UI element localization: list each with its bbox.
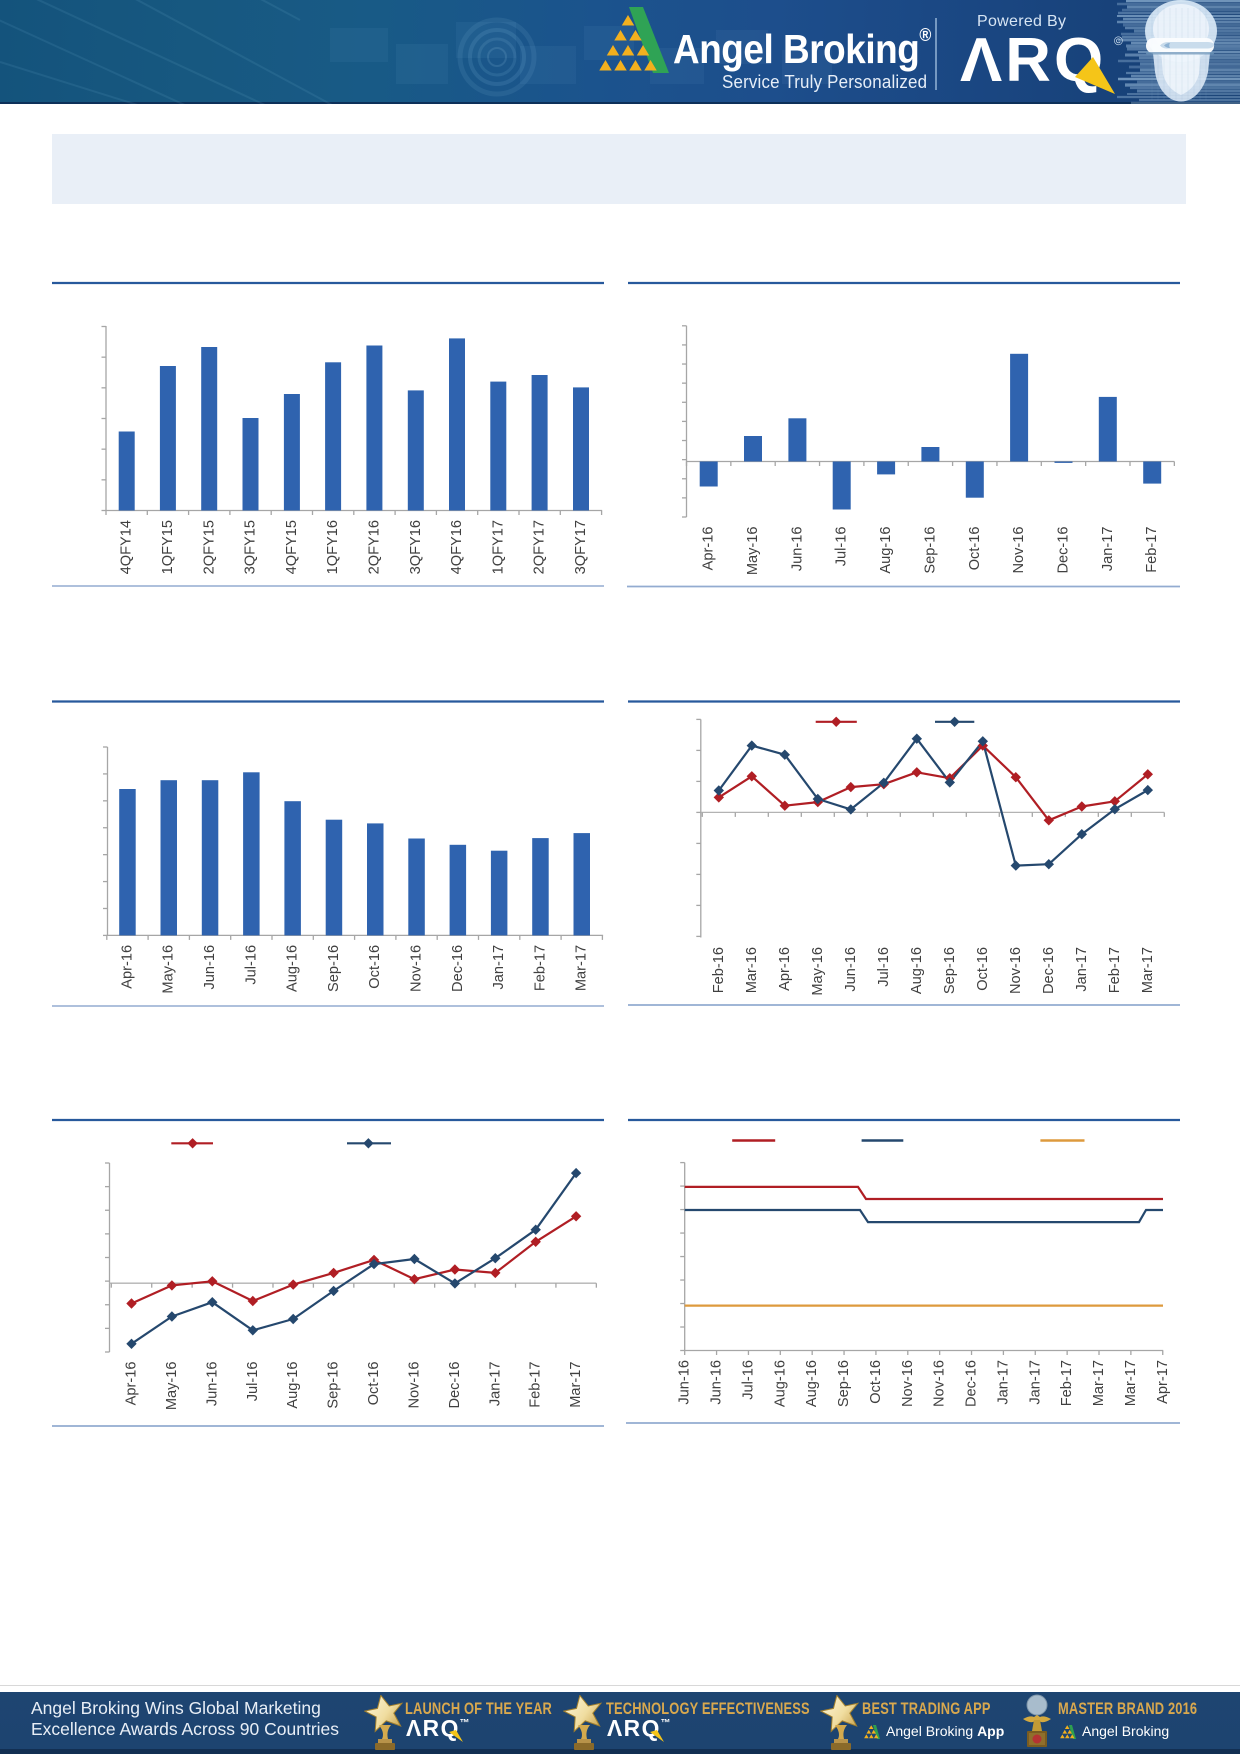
svg-text:Jul-16: Jul-16 bbox=[876, 947, 892, 987]
svg-text:Sep-16: Sep-16 bbox=[942, 947, 958, 994]
svg-text:Dec-16: Dec-16 bbox=[447, 1362, 463, 1409]
svg-text:Apr-16: Apr-16 bbox=[124, 1362, 140, 1406]
svg-text:Mar-17: Mar-17 bbox=[574, 945, 590, 991]
svg-text:Dec-16: Dec-16 bbox=[1041, 947, 1057, 994]
svg-text:Jul-16: Jul-16 bbox=[245, 1362, 261, 1402]
svg-text:Oct-16: Oct-16 bbox=[868, 1360, 884, 1404]
svg-text:Sep-16: Sep-16 bbox=[326, 945, 342, 992]
svg-text:Dec-16: Dec-16 bbox=[450, 945, 466, 992]
svg-text:Nov-16: Nov-16 bbox=[932, 1360, 948, 1407]
svg-text:Jun-16: Jun-16 bbox=[202, 945, 218, 990]
svg-text:May-16: May-16 bbox=[161, 945, 177, 994]
svg-text:Mar-16: Mar-16 bbox=[744, 947, 760, 993]
svg-text:Jul-16: Jul-16 bbox=[740, 1360, 756, 1400]
svg-text:1QFY16: 1QFY16 bbox=[325, 520, 341, 574]
svg-text:Aug-16: Aug-16 bbox=[804, 1360, 820, 1407]
svg-text:Oct-16: Oct-16 bbox=[967, 527, 983, 571]
svg-text:Jun-16: Jun-16 bbox=[789, 527, 805, 572]
svg-text:Jan-17: Jan-17 bbox=[1027, 1360, 1043, 1405]
svg-text:Jan-17: Jan-17 bbox=[995, 1360, 1011, 1405]
svg-text:Sep-16: Sep-16 bbox=[922, 527, 938, 574]
svg-text:Dec-16: Dec-16 bbox=[964, 1360, 980, 1407]
svg-text:Mar-17: Mar-17 bbox=[568, 1362, 584, 1408]
svg-text:2QFY15: 2QFY15 bbox=[201, 520, 217, 574]
svg-text:Mar-17: Mar-17 bbox=[1123, 1360, 1139, 1406]
svg-text:2QFY17: 2QFY17 bbox=[532, 520, 548, 574]
svg-text:Apr-17: Apr-17 bbox=[1155, 1360, 1171, 1404]
svg-text:Jun-16: Jun-16 bbox=[709, 1360, 725, 1405]
svg-text:Nov-16: Nov-16 bbox=[406, 1362, 422, 1409]
svg-text:Oct-16: Oct-16 bbox=[366, 1362, 382, 1406]
svg-text:3QFY16: 3QFY16 bbox=[408, 520, 424, 574]
svg-text:Oct-16: Oct-16 bbox=[975, 947, 991, 991]
svg-text:Feb-17: Feb-17 bbox=[528, 1362, 544, 1408]
svg-text:Nov-16: Nov-16 bbox=[900, 1360, 916, 1407]
svg-text:Aug-16: Aug-16 bbox=[909, 947, 925, 994]
svg-text:1QFY15: 1QFY15 bbox=[160, 520, 176, 574]
svg-text:May-16: May-16 bbox=[745, 527, 761, 576]
svg-text:4QFY14: 4QFY14 bbox=[119, 520, 135, 574]
svg-text:3QFY15: 3QFY15 bbox=[243, 520, 259, 574]
svg-text:Nov-16: Nov-16 bbox=[409, 945, 425, 992]
svg-text:Aug-16: Aug-16 bbox=[285, 1362, 301, 1409]
svg-text:Mar-17: Mar-17 bbox=[1140, 947, 1156, 993]
svg-text:Mar-17: Mar-17 bbox=[1091, 1360, 1107, 1406]
svg-text:Apr-16: Apr-16 bbox=[777, 947, 793, 991]
svg-text:Jun-16: Jun-16 bbox=[204, 1362, 220, 1407]
svg-text:4QFY16: 4QFY16 bbox=[449, 520, 465, 574]
svg-text:Jan-17: Jan-17 bbox=[487, 1362, 503, 1407]
svg-text:Feb-17: Feb-17 bbox=[1107, 947, 1123, 993]
svg-text:Sep-16: Sep-16 bbox=[326, 1362, 342, 1409]
svg-text:Feb-16: Feb-16 bbox=[711, 947, 727, 993]
svg-text:Jul-16: Jul-16 bbox=[243, 945, 259, 985]
svg-text:Jul-16: Jul-16 bbox=[834, 527, 850, 567]
svg-text:May-16: May-16 bbox=[164, 1362, 180, 1411]
svg-text:May-16: May-16 bbox=[810, 947, 826, 996]
svg-text:3QFY17: 3QFY17 bbox=[573, 520, 589, 574]
svg-text:Nov-16: Nov-16 bbox=[1008, 947, 1024, 994]
svg-text:Nov-16: Nov-16 bbox=[1011, 527, 1027, 574]
svg-text:2QFY16: 2QFY16 bbox=[366, 520, 382, 574]
svg-text:Feb-17: Feb-17 bbox=[532, 945, 548, 991]
svg-text:Aug-16: Aug-16 bbox=[285, 945, 301, 992]
svg-text:4QFY15: 4QFY15 bbox=[284, 520, 300, 574]
svg-text:Jan-17: Jan-17 bbox=[491, 945, 507, 990]
svg-text:Feb-17: Feb-17 bbox=[1059, 1360, 1075, 1406]
svg-text:Feb-17: Feb-17 bbox=[1144, 527, 1160, 573]
svg-text:Jun-16: Jun-16 bbox=[677, 1360, 693, 1405]
svg-text:Dec-16: Dec-16 bbox=[1055, 527, 1071, 574]
svg-text:Sep-16: Sep-16 bbox=[836, 1360, 852, 1407]
svg-text:Apr-16: Apr-16 bbox=[701, 527, 717, 571]
svg-text:Jan-17: Jan-17 bbox=[1074, 947, 1090, 992]
svg-text:Jun-16: Jun-16 bbox=[843, 947, 859, 992]
svg-text:1QFY17: 1QFY17 bbox=[490, 520, 506, 574]
svg-text:Jan-17: Jan-17 bbox=[1100, 527, 1116, 572]
svg-text:Aug-16: Aug-16 bbox=[772, 1360, 788, 1407]
svg-text:Aug-16: Aug-16 bbox=[878, 527, 894, 574]
svg-text:Oct-16: Oct-16 bbox=[367, 945, 383, 989]
svg-text:Apr-16: Apr-16 bbox=[119, 945, 135, 989]
